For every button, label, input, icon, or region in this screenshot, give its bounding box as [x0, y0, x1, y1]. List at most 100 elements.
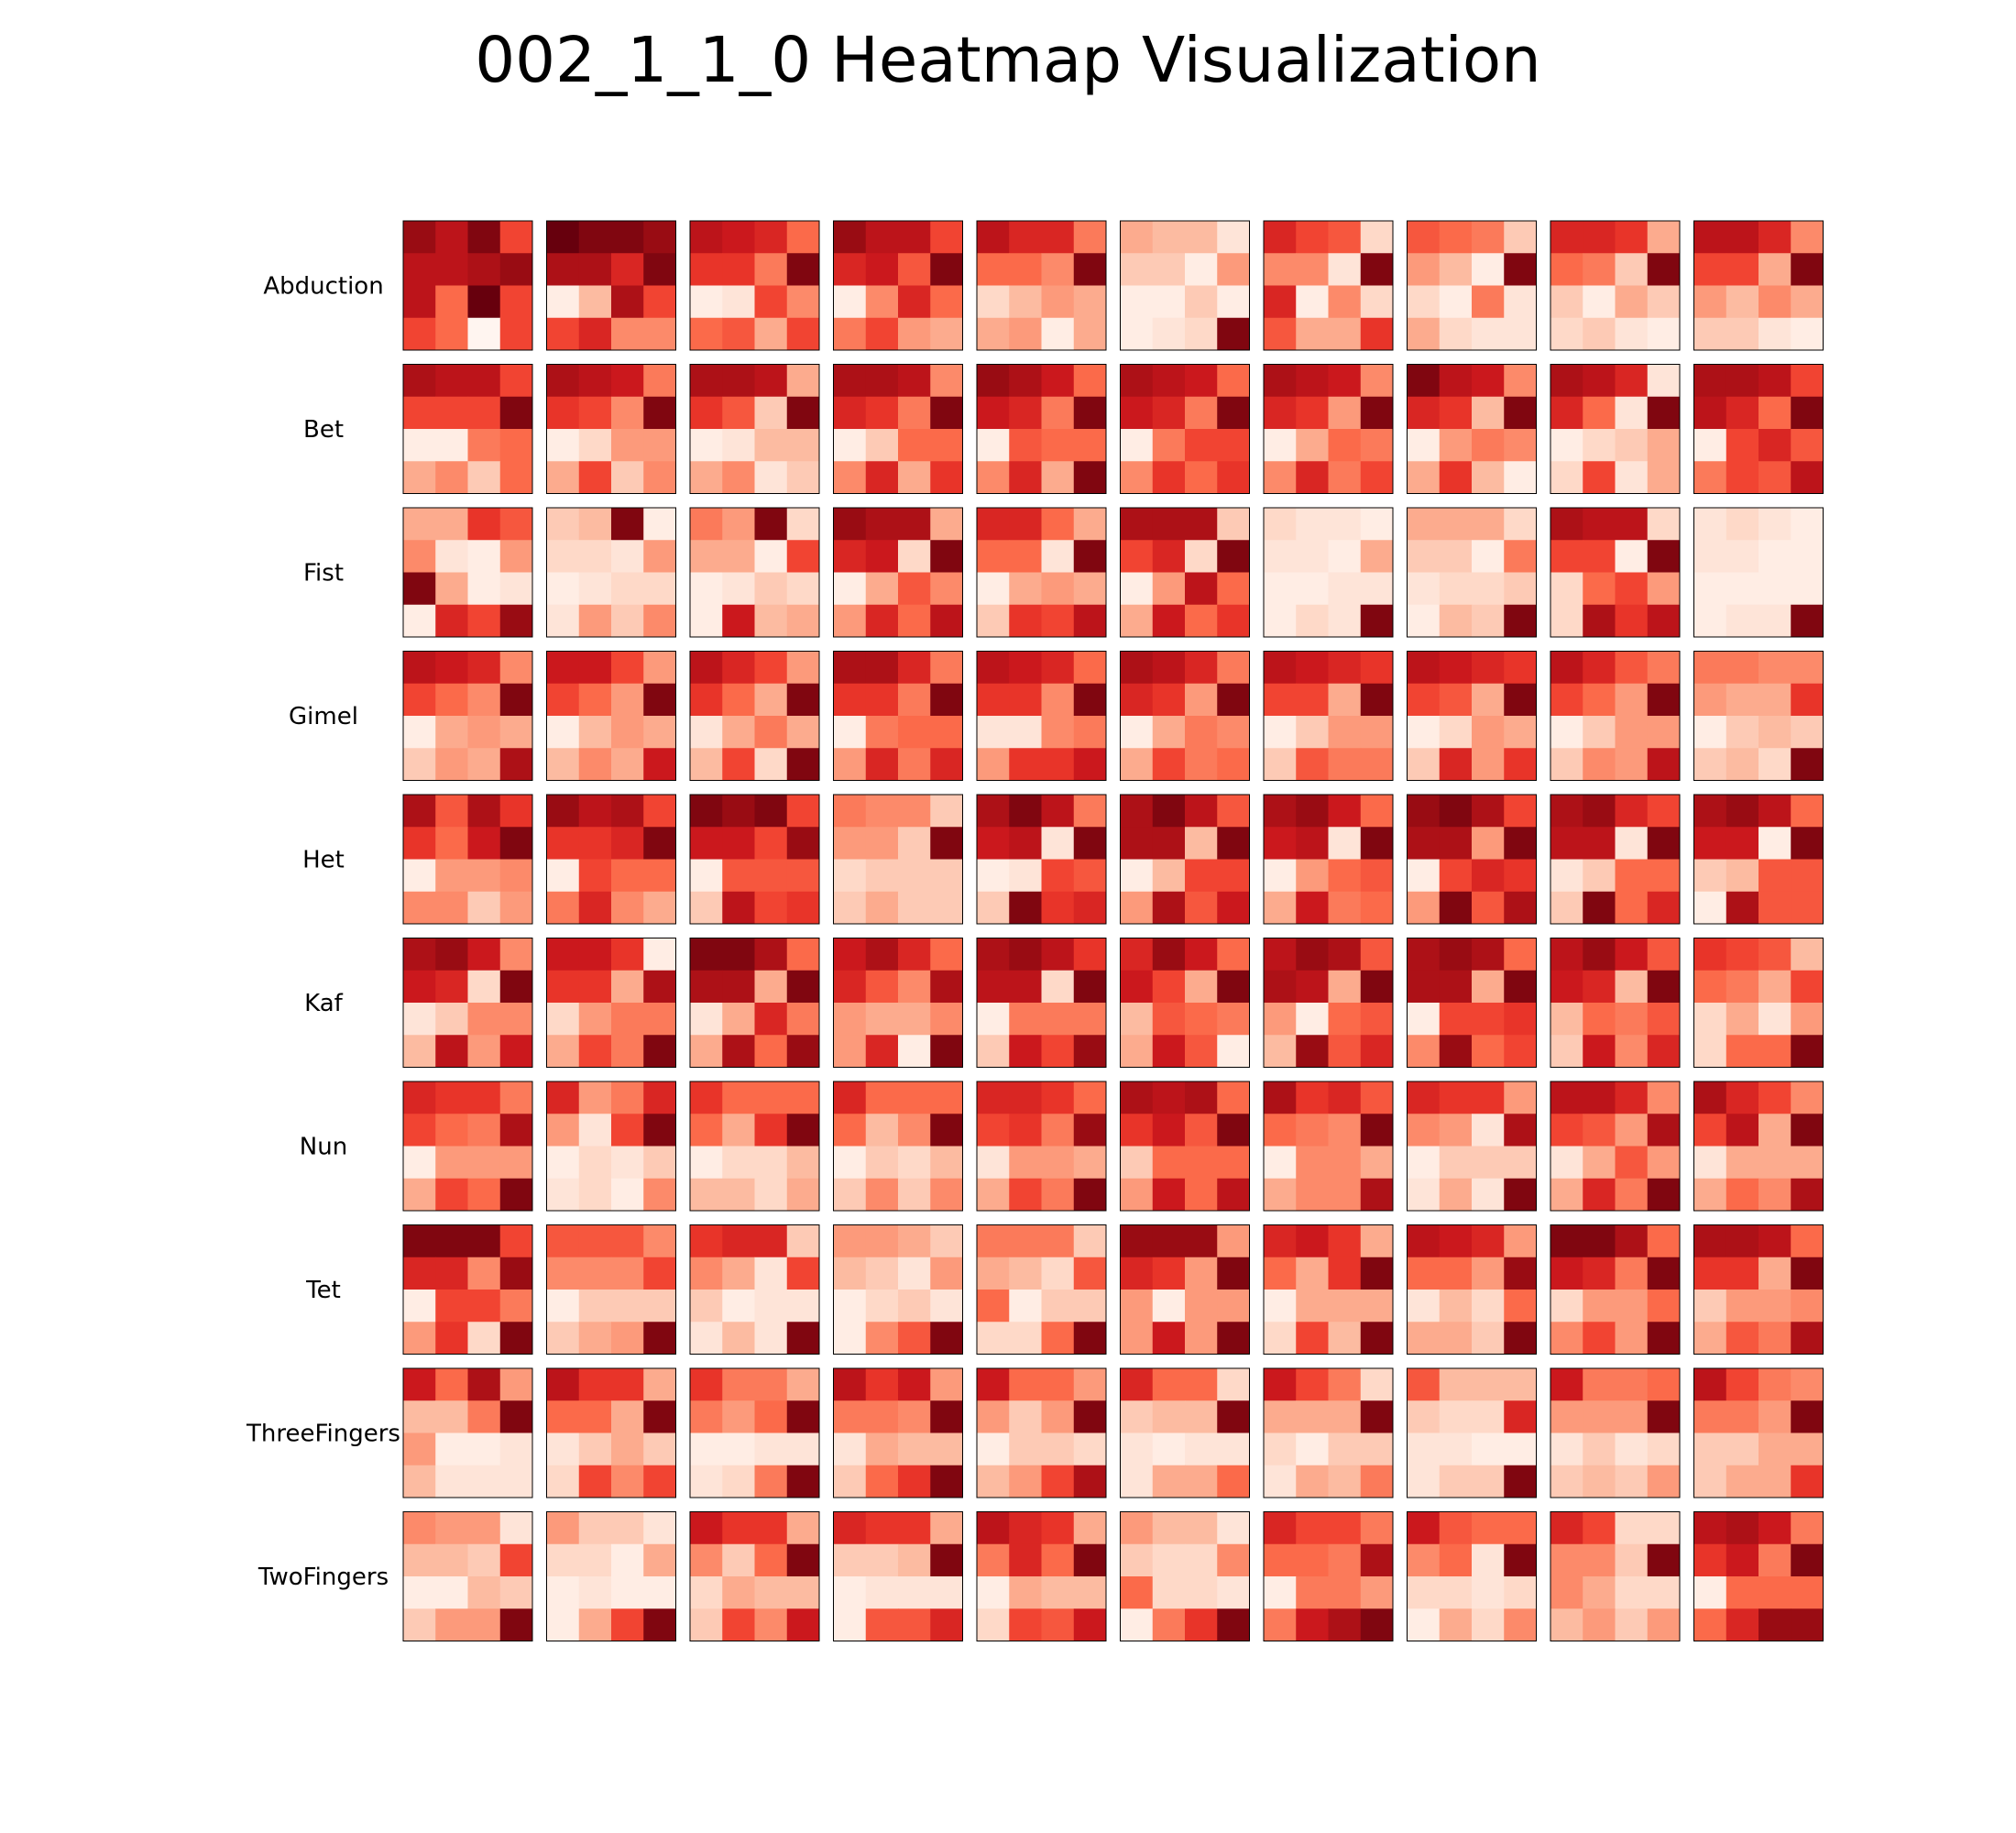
heatmap-cell — [930, 938, 963, 971]
heatmap-cell — [643, 461, 676, 494]
heatmap-cell — [1759, 461, 1791, 494]
heatmap-cell — [1759, 396, 1791, 430]
heatmap-cell — [1264, 1003, 1297, 1036]
heatmap-cell — [786, 1368, 820, 1401]
heatmap-cell — [1296, 1224, 1329, 1258]
heatmap-cell — [1152, 1003, 1186, 1036]
heatmap-panel — [1407, 364, 1537, 494]
heatmap-cell — [1296, 508, 1329, 541]
heatmap-cell — [1152, 1322, 1186, 1355]
heatmap-cell — [1073, 683, 1107, 717]
heatmap-cell — [833, 1114, 867, 1147]
heatmap-cell — [467, 1465, 501, 1498]
heatmap-cell — [611, 716, 644, 749]
heatmap-cell — [1073, 938, 1107, 971]
heatmap-panel — [402, 1367, 533, 1498]
heatmap-cell — [546, 1257, 580, 1290]
heatmap-cell — [1152, 891, 1186, 925]
heatmap-cell — [1726, 1290, 1759, 1323]
heatmap-cell — [1217, 461, 1250, 494]
heatmap-cell — [1296, 540, 1329, 573]
heatmap-cell — [546, 1003, 580, 1036]
heatmap-cell — [1504, 253, 1537, 286]
heatmap-cell — [578, 604, 612, 638]
heatmap-cell — [611, 604, 644, 638]
heatmap-cell — [1120, 1543, 1154, 1577]
heatmap-cell — [722, 1543, 755, 1577]
heatmap-cell — [1296, 651, 1329, 685]
heatmap-cell — [611, 1035, 644, 1068]
panel-frame — [1693, 1081, 1824, 1212]
heatmap-cell — [643, 1257, 676, 1290]
heatmap-cell — [1360, 461, 1394, 494]
heatmap-cell — [833, 364, 867, 398]
panel-frame — [1550, 1367, 1681, 1498]
heatmap-panel — [976, 507, 1107, 638]
heatmap-cell — [435, 827, 468, 860]
heatmap-cell — [1296, 1178, 1329, 1212]
heatmap-cell — [754, 938, 788, 971]
heatmap-cell — [1693, 891, 1727, 925]
heatmap-cell — [786, 1081, 820, 1114]
heatmap-cell — [1009, 429, 1042, 462]
heatmap-cell — [1041, 1322, 1075, 1355]
heatmap-cell — [865, 253, 899, 286]
heatmap-cell — [1693, 253, 1727, 286]
heatmap-cell — [977, 1178, 1010, 1212]
heatmap-cell — [578, 253, 612, 286]
heatmap-cell — [1615, 429, 1649, 462]
heatmap-cell — [435, 683, 468, 717]
heatmap-cell — [1360, 1576, 1394, 1609]
heatmap-cell — [467, 508, 501, 541]
heatmap-cell — [1615, 859, 1649, 893]
heatmap-cell — [1041, 604, 1075, 638]
heatmap-cell — [467, 429, 501, 462]
heatmap-cell — [1647, 461, 1681, 494]
heatmap-cell — [546, 891, 580, 925]
heatmap-cell — [1041, 1224, 1075, 1258]
heatmap-cell — [1041, 364, 1075, 398]
heatmap-cell — [1615, 827, 1649, 860]
heatmap-cell — [435, 1035, 468, 1068]
heatmap-cell — [1360, 859, 1394, 893]
heatmap-cell — [1360, 1290, 1394, 1323]
heatmap-cell — [578, 891, 612, 925]
panel-frame — [833, 507, 963, 638]
heatmap-cell — [1041, 1290, 1075, 1323]
heatmap-cell — [1759, 1081, 1791, 1114]
heatmap-cell — [499, 891, 533, 925]
heatmap-cell — [1550, 1511, 1583, 1545]
heatmap-cell — [1647, 253, 1681, 286]
panel-frame — [402, 1367, 533, 1498]
heatmap-cell — [1009, 604, 1042, 638]
heatmap-cell — [1504, 396, 1537, 430]
heatmap-cell — [1041, 1146, 1075, 1180]
heatmap-cell — [1009, 1290, 1042, 1323]
heatmap-cell — [690, 1576, 723, 1609]
heatmap-cell — [786, 364, 820, 398]
heatmap-cell — [643, 1465, 676, 1498]
panel-frame — [1120, 938, 1250, 1068]
heatmap-cell — [865, 859, 899, 893]
heatmap-panel — [1407, 1511, 1537, 1641]
heatmap-cell — [611, 461, 644, 494]
heatmap-panel — [1550, 1081, 1681, 1212]
heatmap-cell — [611, 1178, 644, 1212]
heatmap-cell — [1009, 795, 1042, 828]
heatmap-cell — [722, 396, 755, 430]
heatmap-cell — [1550, 1035, 1583, 1068]
heatmap-cell — [611, 317, 644, 351]
heatmap-cell — [1791, 461, 1824, 494]
heatmap-cell — [1264, 1400, 1297, 1433]
heatmap-cell — [1504, 1400, 1537, 1433]
heatmap-cell — [786, 716, 820, 749]
heatmap-cell — [1693, 970, 1727, 1004]
panel-frame — [546, 1224, 676, 1355]
heatmap-cell — [1120, 891, 1154, 925]
heatmap-cell — [1360, 317, 1394, 351]
heatmap-cell — [1296, 683, 1329, 717]
heatmap-cell — [467, 364, 501, 398]
heatmap-cell — [1693, 1257, 1727, 1290]
heatmap-cell — [611, 748, 644, 781]
heatmap-cell — [611, 1511, 644, 1545]
